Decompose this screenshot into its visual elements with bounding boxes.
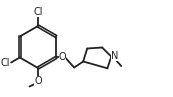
Text: N: N — [111, 51, 119, 61]
Text: Cl: Cl — [33, 7, 43, 17]
Text: O: O — [34, 75, 42, 85]
Text: Cl: Cl — [1, 58, 10, 68]
Text: O: O — [59, 52, 66, 62]
